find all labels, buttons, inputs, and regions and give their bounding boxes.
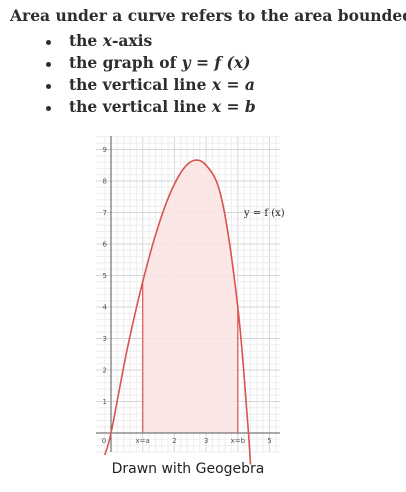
x-tick-label: x=a [136,437,150,445]
heading: Area under a curve refers to the area bo… [10,6,406,25]
bullet-text: the [69,31,103,50]
y-tick-label: 2 [103,367,107,375]
bullet-text: the vertical line [69,75,212,94]
bullet-dot-icon [46,62,51,67]
bound-lines [142,281,239,433]
y-tick-label: 5 [103,272,107,280]
bullet-dot-icon [46,106,51,111]
y-tick-label: 1 [103,398,107,406]
bullet-line-a: the vertical line x = a [40,74,256,96]
axes [96,136,280,452]
function-label: y = f (x) [243,208,285,219]
bullet-math: x = b [211,97,256,116]
shaded-area [142,160,238,434]
bullet-math: x = a [211,75,255,94]
y-tick-label: 6 [103,241,108,249]
y-tick-label: 8 [103,178,107,186]
y-tick-label: 3 [103,335,107,343]
bullet-dot-icon [46,40,51,45]
bullet-list: the x-axis the graph of y = f (x) the ve… [40,30,256,118]
heading-text: Area under a curve refers to the area bo… [10,6,406,25]
curve-f-of-x [103,159,252,465]
bullet-text: the graph of [69,53,182,72]
bullet-text: the vertical line [69,97,212,116]
caption: Drawn with Geogebra [111,461,265,477]
bullet-text-post: -axis [111,31,153,50]
bullet-line-b: the vertical line x = b [40,96,256,118]
y-tick-label: 7 [103,209,107,217]
x-tick-label: 3 [204,437,208,445]
x-tick-label: 2 [172,437,176,445]
bullet-math: y = f (x) [181,53,251,72]
bullet-dot-icon [46,84,51,89]
bullet-math: x [102,31,112,50]
y-tick-label: 9 [103,146,107,154]
x-tick-label: 0 [102,437,106,445]
x-tick-label: x=b [231,437,246,445]
x-tick-label: 5 [267,437,271,445]
bullet-graph: the graph of y = f (x) [40,52,256,74]
bullet-x-axis: the x-axis [40,30,256,52]
tick-labels: 0 x=a 2 3 x=b 5 1 2 3 4 5 6 7 8 9 [102,146,272,445]
y-tick-label: 4 [103,304,108,312]
